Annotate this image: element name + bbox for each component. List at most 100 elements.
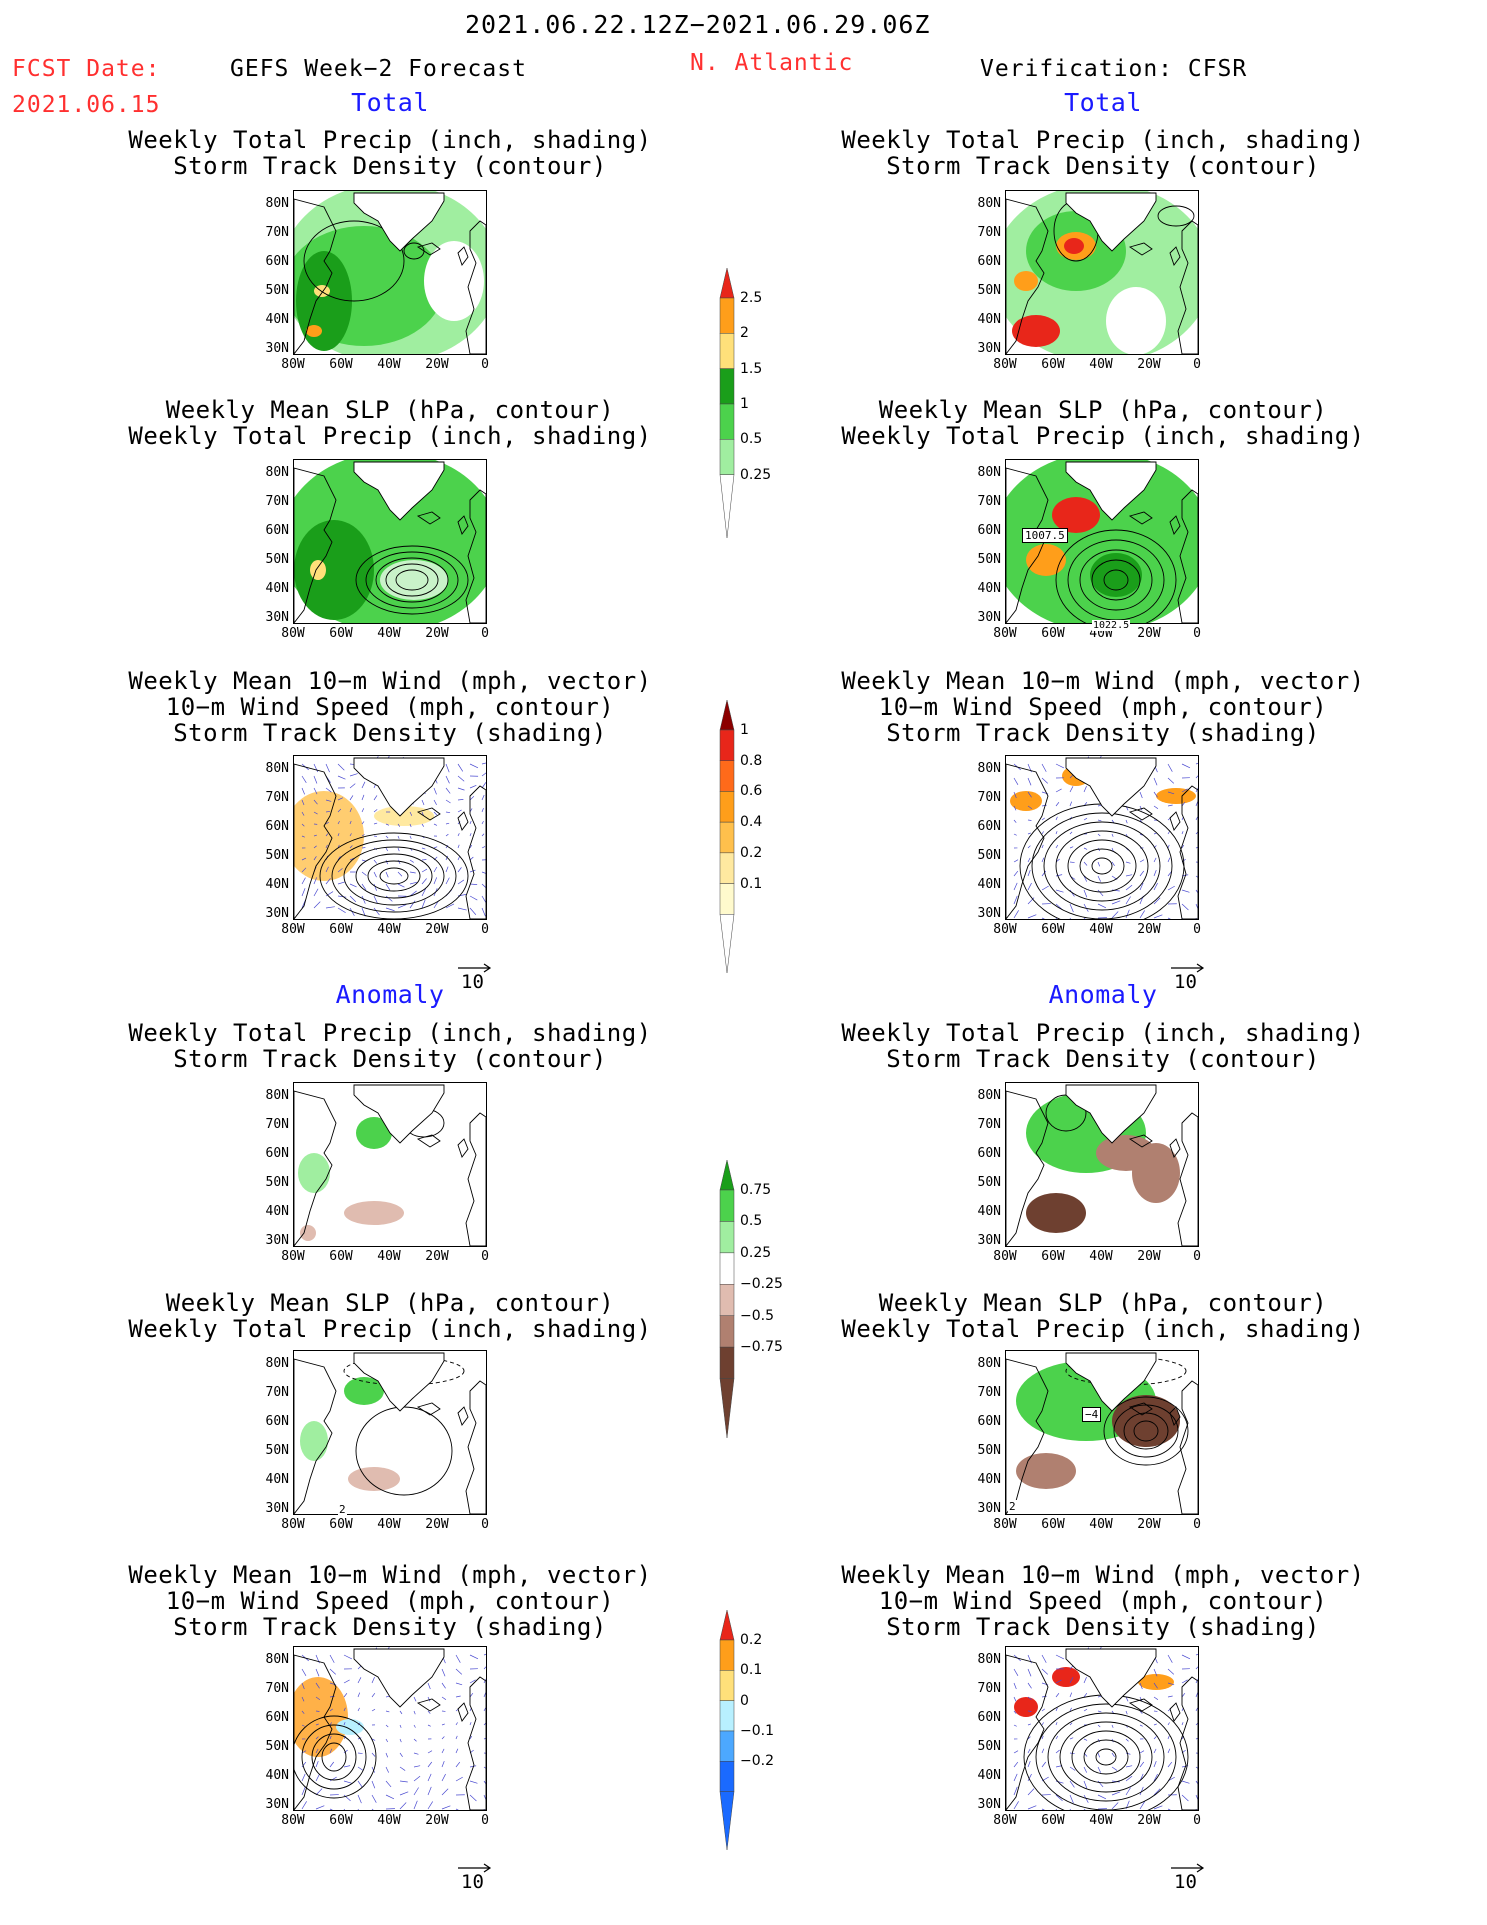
wind-vector	[1139, 791, 1143, 799]
map-panel-l4	[293, 1082, 487, 1247]
wind-vector	[1139, 1750, 1145, 1754]
wind-vector	[1013, 870, 1019, 877]
precip-anomaly-shading	[356, 1117, 392, 1149]
wind-vector	[1195, 762, 1198, 765]
colorbar-label: 0.25	[740, 466, 772, 483]
wind-vector	[301, 1668, 307, 1677]
wind-vector	[469, 1722, 472, 1726]
wind-vector	[1069, 1677, 1074, 1684]
wind-vector	[1181, 1722, 1184, 1726]
wind-speed-contour	[331, 839, 457, 913]
map-canvas	[1006, 1647, 1198, 1810]
wind-speed-contour	[321, 1742, 347, 1772]
precip-anomaly-shading	[300, 1421, 328, 1461]
colorbar-swatch	[719, 297, 735, 334]
wind-vector	[315, 1788, 323, 1796]
lon-label: 80W	[281, 1517, 305, 1532]
reference-vector-label: 10	[461, 1871, 484, 1893]
wind-vector	[1041, 1735, 1044, 1740]
wind-vector	[1069, 1766, 1076, 1771]
wind-vector	[469, 1693, 474, 1698]
wind-vector	[1153, 1696, 1159, 1700]
map-panel-r1	[1005, 190, 1199, 355]
map-canvas	[294, 191, 486, 354]
wind-vector	[349, 883, 357, 888]
lon-label: 80W	[281, 1249, 305, 1264]
lat-label: 30N	[977, 1501, 1001, 1516]
wind-vector	[1027, 845, 1031, 849]
wind-vector	[1111, 911, 1119, 919]
colorbar-swatch	[719, 1610, 735, 1641]
wind-vector	[301, 1710, 305, 1714]
wind-vector	[1139, 1724, 1143, 1727]
wind-vector	[357, 1692, 361, 1698]
title-r6: Weekly Mean 10−m Wind (mph, vector) 10−m…	[841, 1561, 1365, 1641]
title-l1: Weekly Total Precip (inch, shading) Stor…	[128, 126, 652, 180]
wind-vector	[1181, 1780, 1190, 1784]
wind-vector	[441, 1723, 445, 1726]
wind-vector	[349, 845, 353, 849]
wind-vector	[1195, 775, 1198, 779]
wind-vector	[455, 1761, 461, 1768]
lat-label: 60N	[977, 1710, 1001, 1725]
wind-vector	[1055, 1722, 1058, 1726]
wind-vector	[397, 904, 407, 909]
colorbar-precip_anom	[719, 1160, 735, 1439]
wind-vector	[1041, 804, 1047, 807]
wind-vector	[1013, 805, 1017, 811]
colorbar-swatch	[719, 1284, 735, 1316]
colorbar-label: 1.5	[740, 360, 763, 377]
wind-vector	[1153, 1723, 1157, 1726]
wind-vector	[455, 1654, 461, 1663]
slp-contour	[355, 545, 469, 615]
wind-vector	[337, 775, 346, 780]
map-panel-l5	[293, 1350, 487, 1515]
wind-vector	[301, 1724, 305, 1727]
wind-vector	[343, 1765, 351, 1768]
wind-vector	[385, 1752, 389, 1758]
colorbar-precip_total	[719, 268, 735, 539]
colorbar-label: 1	[740, 396, 749, 412]
wind-vector	[301, 1761, 307, 1768]
wind-vector	[1055, 1794, 1063, 1802]
wind-vector	[455, 1682, 463, 1686]
lon-label: 60W	[329, 1813, 353, 1828]
colorbar-label: 0.2	[740, 844, 763, 861]
wind-vector	[399, 1724, 402, 1728]
wind-vector	[1069, 861, 1075, 863]
wind-vector	[325, 810, 331, 813]
wind-vector	[469, 1654, 479, 1660]
reference-arrow-icon	[1171, 963, 1205, 973]
wind-vector	[399, 1710, 403, 1715]
wind-vector	[1069, 903, 1074, 913]
wind-vector	[399, 1780, 408, 1783]
wind-vector	[301, 787, 305, 795]
lon-label: 60W	[1041, 1813, 1065, 1828]
lon-label: 0	[481, 1249, 489, 1264]
colorbar-swatch	[719, 729, 735, 761]
wind-vector	[315, 1710, 320, 1712]
wind-vector	[325, 878, 331, 885]
wind-vector	[427, 1724, 431, 1727]
wind-speed-contour	[1031, 812, 1173, 919]
colorbar-label: −0.75	[740, 1339, 783, 1356]
lat-label: 30N	[265, 610, 289, 625]
lat-label: 70N	[265, 1681, 289, 1696]
wind-vector	[1097, 875, 1101, 882]
wind-vector	[1027, 819, 1032, 821]
wind-vector	[455, 1748, 459, 1754]
wind-vector	[1167, 1735, 1170, 1740]
wind-vector	[413, 1724, 416, 1728]
lat-label: 30N	[977, 1233, 1001, 1248]
wind-vector	[455, 1808, 459, 1810]
wind-vector	[445, 822, 450, 825]
wind-vector	[1097, 889, 1104, 897]
fcst-date-label: FCST Date:	[12, 56, 161, 82]
wind-vector	[371, 1738, 376, 1741]
wind-vector	[373, 895, 378, 904]
map-canvas	[1006, 460, 1198, 623]
lat-label: 30N	[977, 341, 1001, 356]
lon-label: 60W	[1041, 1249, 1065, 1264]
wind-vector	[337, 797, 344, 801]
wind-vector	[1111, 900, 1121, 905]
